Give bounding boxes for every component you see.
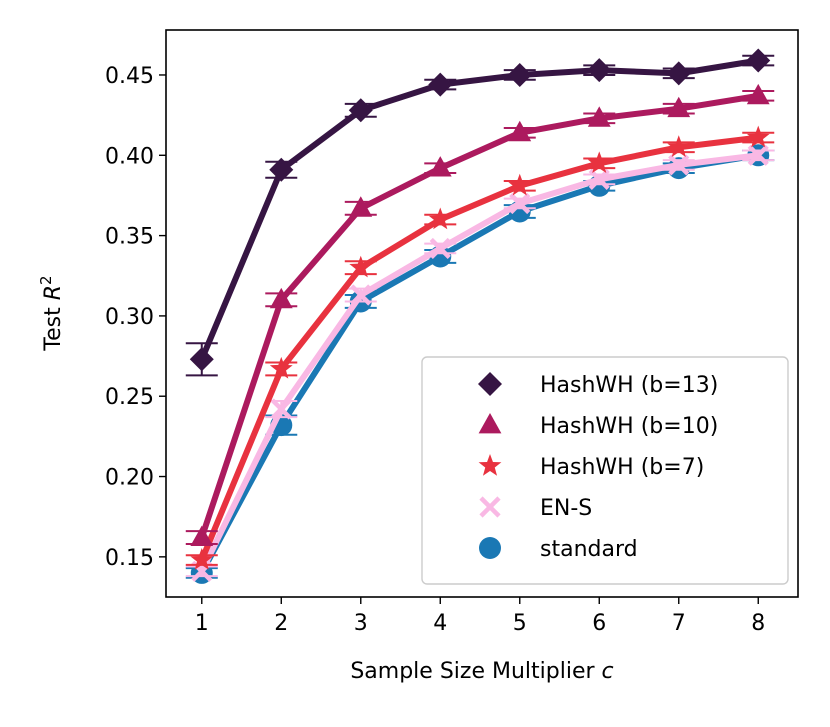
legend-box xyxy=(421,356,789,585)
data-point xyxy=(668,154,690,176)
y-tick-label: 0.35 xyxy=(105,225,154,250)
plot-frame xyxy=(165,29,799,598)
series-line xyxy=(198,152,762,575)
x-axis-label-main: Sample Size Multiplier xyxy=(350,659,601,684)
data-point xyxy=(269,356,293,379)
data-point xyxy=(746,48,771,73)
data-point xyxy=(508,120,532,142)
x-tick-label: 8 xyxy=(751,611,765,636)
legend-item: HashWH (b=13) xyxy=(478,372,718,398)
legend-label: EN-S xyxy=(540,496,592,521)
data-point xyxy=(587,151,611,174)
x-axis-label: Sample Size Multiplier c xyxy=(350,659,613,684)
series-hashwh-b-7 xyxy=(185,125,775,570)
data-point xyxy=(269,157,294,182)
y-axis-label-superscript: 2 xyxy=(37,275,55,285)
y-tick-label: 0.40 xyxy=(105,144,154,169)
legend-item: HashWH (b=7) xyxy=(478,454,704,480)
y-tick-label: 0.20 xyxy=(105,466,154,491)
y-tick-label: 0.30 xyxy=(105,305,154,330)
data-point xyxy=(587,58,612,83)
x-tick-label: 6 xyxy=(592,611,606,636)
x-tick-label: 3 xyxy=(354,611,368,636)
x-tick-label: 4 xyxy=(433,611,447,636)
legend-item: standard xyxy=(479,537,638,562)
data-point xyxy=(429,237,451,260)
data-point xyxy=(746,83,770,105)
y-tick-label: 0.45 xyxy=(105,64,154,89)
data-point xyxy=(349,196,373,217)
y-axis-label-main: Test xyxy=(41,300,66,351)
legend-marker xyxy=(478,454,502,476)
series-line xyxy=(198,57,762,363)
data-point xyxy=(428,207,452,230)
series-line xyxy=(198,134,762,564)
y-axis-label-variable: R xyxy=(41,285,66,300)
legend-label: HashWH (b=13) xyxy=(540,373,718,398)
series-hashwh-b-13 xyxy=(185,48,775,377)
legend-marker xyxy=(479,496,501,518)
data-point xyxy=(350,284,372,306)
data-point xyxy=(666,61,691,86)
y-tick-label: 0.15 xyxy=(105,546,154,571)
legend-marker xyxy=(479,537,501,559)
legend-marker xyxy=(478,372,502,396)
data-point xyxy=(189,347,214,372)
legend-label: HashWH (b=7) xyxy=(540,455,704,480)
legend-item: HashWH (b=10) xyxy=(478,413,718,439)
x-tick-label: 5 xyxy=(513,611,527,636)
data-point xyxy=(190,525,214,546)
data-point xyxy=(349,255,373,278)
data-point xyxy=(508,173,532,196)
legend-label: standard xyxy=(540,537,638,562)
series-line xyxy=(198,152,762,576)
y-tick-label: 0.25 xyxy=(105,385,154,410)
data-point xyxy=(428,156,452,177)
legend-label: HashWH (b=10) xyxy=(540,414,718,439)
legend-item: EN-S xyxy=(479,496,592,521)
x-tick-label: 7 xyxy=(672,611,686,636)
series-line xyxy=(198,92,762,541)
legend-marker xyxy=(478,413,502,434)
data-point xyxy=(667,96,691,118)
x-tick-label: 2 xyxy=(274,611,288,636)
data-point xyxy=(348,98,373,123)
series-hashwh-b-10 xyxy=(185,83,775,546)
data-point xyxy=(190,548,214,570)
x-tick-label: 1 xyxy=(195,611,209,636)
data-point xyxy=(588,168,610,190)
x-axis-label-variable: c xyxy=(602,659,614,684)
legend: HashWH (b=13) HashWH (b=10) HashWH (b=7) EN… xyxy=(421,356,789,585)
data-point xyxy=(428,72,453,97)
data-point xyxy=(667,135,691,157)
data-point xyxy=(587,106,611,127)
data-point xyxy=(270,398,292,420)
data-point xyxy=(509,192,531,215)
y-axis-label: Test R2 xyxy=(37,275,66,351)
data-point xyxy=(507,62,532,87)
data-point xyxy=(747,144,769,166)
data-point xyxy=(269,287,293,309)
data-point xyxy=(746,125,770,148)
